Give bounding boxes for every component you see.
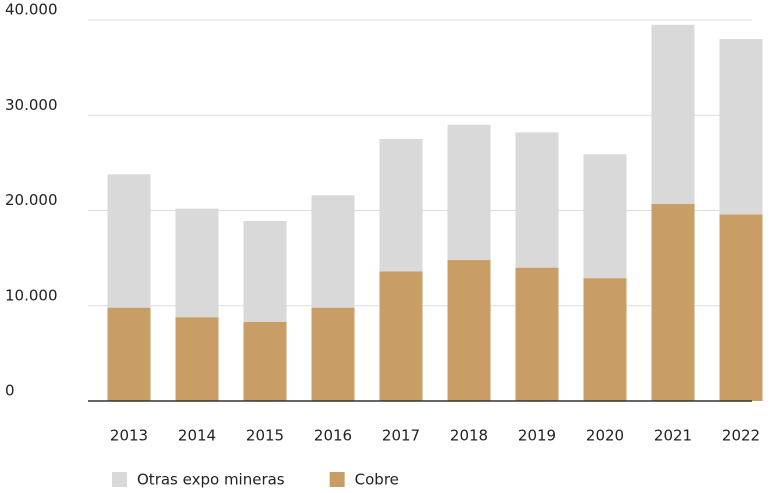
bar-segment: [175, 317, 219, 401]
bar-segment: [719, 214, 763, 401]
bar-segment: [515, 132, 559, 268]
legend-label: Otras expo mineras: [137, 471, 285, 489]
x-tick-label: 2019: [518, 427, 556, 445]
bar-segment: [515, 267, 559, 401]
x-tick-label: 2015: [246, 427, 284, 445]
y-tick-label: 40.000: [5, 1, 58, 19]
x-tick-label: 2016: [314, 427, 352, 445]
bar-segment: [107, 174, 151, 308]
bar-segment: [379, 139, 423, 272]
bar-segment: [583, 154, 627, 279]
y-tick-label: 20.000: [5, 191, 58, 209]
bar-segment: [651, 203, 695, 401]
x-tick-label: 2022: [722, 427, 760, 445]
bar-segment: [243, 220, 287, 322]
x-tick-label: 2020: [586, 427, 624, 445]
y-tick-label: 0: [5, 382, 15, 400]
x-tick-label: 2018: [450, 427, 488, 445]
bar-segment: [447, 260, 491, 401]
legend-label: Cobre: [355, 471, 399, 489]
bar-segment: [107, 307, 151, 401]
legend-swatch: [112, 472, 127, 487]
bar-segment: [583, 278, 627, 401]
x-tick-label: 2014: [178, 427, 216, 445]
y-tick-label: 10.000: [5, 286, 58, 304]
bar-segment: [719, 39, 763, 215]
x-tick-label: 2021: [654, 427, 692, 445]
bar-segment: [243, 321, 287, 401]
bar-segment: [447, 124, 491, 261]
legend-swatch: [329, 472, 345, 487]
bar-segment: [311, 195, 355, 308]
x-tick-label: 2013: [110, 427, 148, 445]
x-tick-label: 2017: [382, 427, 420, 445]
bar-segment: [175, 208, 219, 318]
bar-segment: [311, 307, 355, 401]
bar-segment: [651, 24, 695, 204]
bar-segment: [379, 271, 423, 401]
y-tick-label: 30.000: [5, 96, 58, 114]
